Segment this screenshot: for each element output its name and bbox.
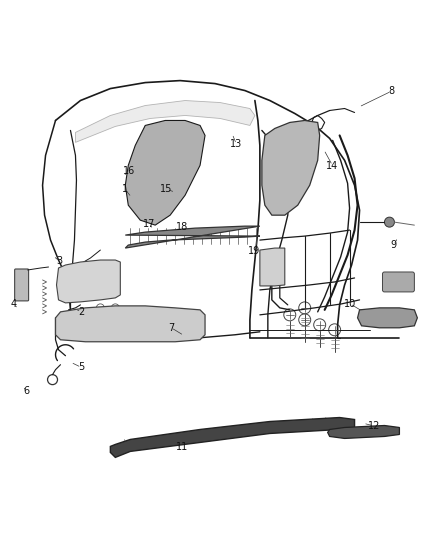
Text: 2: 2	[78, 306, 85, 317]
Text: 6: 6	[24, 386, 30, 397]
Polygon shape	[110, 417, 355, 457]
Polygon shape	[125, 226, 260, 248]
Text: 3: 3	[57, 256, 63, 266]
Polygon shape	[328, 425, 399, 439]
Text: 5: 5	[78, 362, 85, 373]
Text: 16: 16	[124, 166, 136, 176]
Text: 9: 9	[391, 240, 397, 251]
Polygon shape	[75, 101, 255, 142]
Polygon shape	[125, 120, 205, 225]
Text: 12: 12	[368, 421, 380, 431]
Text: 15: 15	[160, 184, 173, 195]
Text: 18: 18	[176, 222, 188, 232]
Polygon shape	[56, 306, 205, 342]
FancyBboxPatch shape	[14, 269, 28, 301]
Circle shape	[385, 217, 395, 227]
Text: 14: 14	[326, 160, 339, 171]
Text: 4: 4	[11, 298, 17, 309]
Text: 19: 19	[248, 246, 260, 255]
Polygon shape	[357, 308, 417, 328]
Text: 17: 17	[143, 219, 155, 229]
Polygon shape	[260, 248, 285, 286]
Text: 8: 8	[389, 86, 395, 96]
Text: 13: 13	[230, 139, 243, 149]
Text: 1: 1	[122, 184, 128, 195]
Text: 7: 7	[168, 322, 174, 333]
Polygon shape	[262, 120, 320, 215]
FancyBboxPatch shape	[382, 272, 414, 292]
Polygon shape	[57, 260, 120, 303]
Text: 10: 10	[344, 298, 356, 309]
Text: 11: 11	[176, 442, 188, 452]
